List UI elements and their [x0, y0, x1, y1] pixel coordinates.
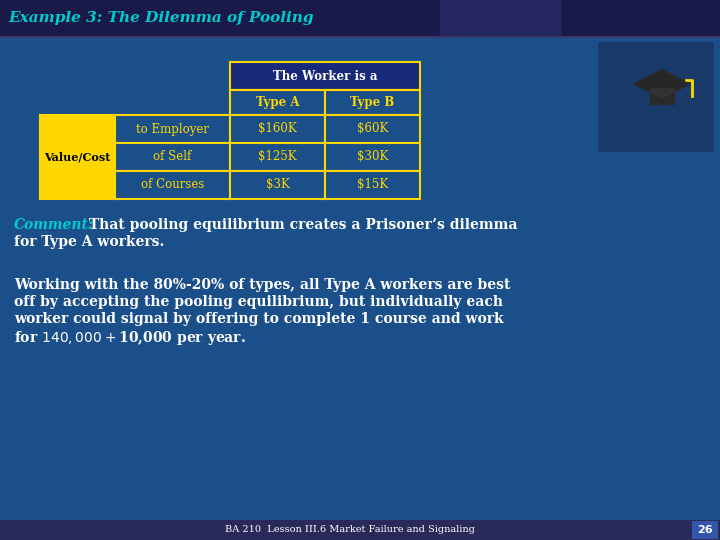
- Bar: [40, 115, 115, 199]
- Bar: [230, 62, 420, 90]
- Bar: [115, 171, 230, 199]
- Bar: [325, 171, 420, 199]
- Bar: [115, 115, 230, 143]
- Bar: [230, 90, 325, 115]
- Bar: [115, 143, 230, 171]
- Text: for $140,000 + $10,000 per year.: for $140,000 + $10,000 per year.: [14, 329, 246, 347]
- Text: Comment:: Comment:: [14, 218, 94, 232]
- Text: worker could signal by offering to complete 1 course and work: worker could signal by offering to compl…: [14, 312, 503, 326]
- Text: Type B: Type B: [351, 96, 395, 109]
- Polygon shape: [634, 70, 690, 98]
- Text: Value/Cost: Value/Cost: [45, 152, 111, 163]
- Text: Type A: Type A: [256, 96, 300, 109]
- Text: That pooling equilibrium creates a Prisoner’s dilemma: That pooling equilibrium creates a Priso…: [84, 218, 518, 232]
- Bar: [230, 115, 325, 143]
- Text: BA 210  Lesson III.6 Market Failure and Signaling: BA 210 Lesson III.6 Market Failure and S…: [225, 525, 475, 535]
- Text: $125K: $125K: [258, 151, 297, 164]
- Text: 26: 26: [697, 525, 713, 535]
- Bar: [325, 90, 420, 115]
- Bar: [598, 42, 714, 152]
- Text: The Worker is a: The Worker is a: [273, 70, 377, 83]
- Polygon shape: [440, 0, 560, 36]
- Text: $3K: $3K: [266, 179, 289, 192]
- Polygon shape: [649, 88, 674, 104]
- Polygon shape: [634, 70, 690, 98]
- Text: Example 3: The Dilemma of Pooling: Example 3: The Dilemma of Pooling: [8, 11, 313, 25]
- Bar: [0, 36, 720, 38]
- Bar: [0, 520, 720, 540]
- Text: to Employer: to Employer: [136, 123, 209, 136]
- Text: of Courses: of Courses: [141, 179, 204, 192]
- Bar: [0, 0, 720, 36]
- Text: $30K: $30K: [357, 151, 388, 164]
- Text: $60K: $60K: [357, 123, 388, 136]
- Bar: [692, 521, 718, 539]
- Bar: [230, 171, 325, 199]
- Text: $160K: $160K: [258, 123, 297, 136]
- Text: Working with the 80%-20% of types, all Type A workers are best: Working with the 80%-20% of types, all T…: [14, 278, 510, 292]
- Text: $15K: $15K: [357, 179, 388, 192]
- Bar: [230, 143, 325, 171]
- Text: of Self: of Self: [153, 151, 192, 164]
- Text: for Type A workers.: for Type A workers.: [14, 235, 164, 249]
- Bar: [325, 115, 420, 143]
- Bar: [325, 143, 420, 171]
- Text: off by accepting the pooling equilibrium, but individually each: off by accepting the pooling equilibrium…: [14, 295, 503, 309]
